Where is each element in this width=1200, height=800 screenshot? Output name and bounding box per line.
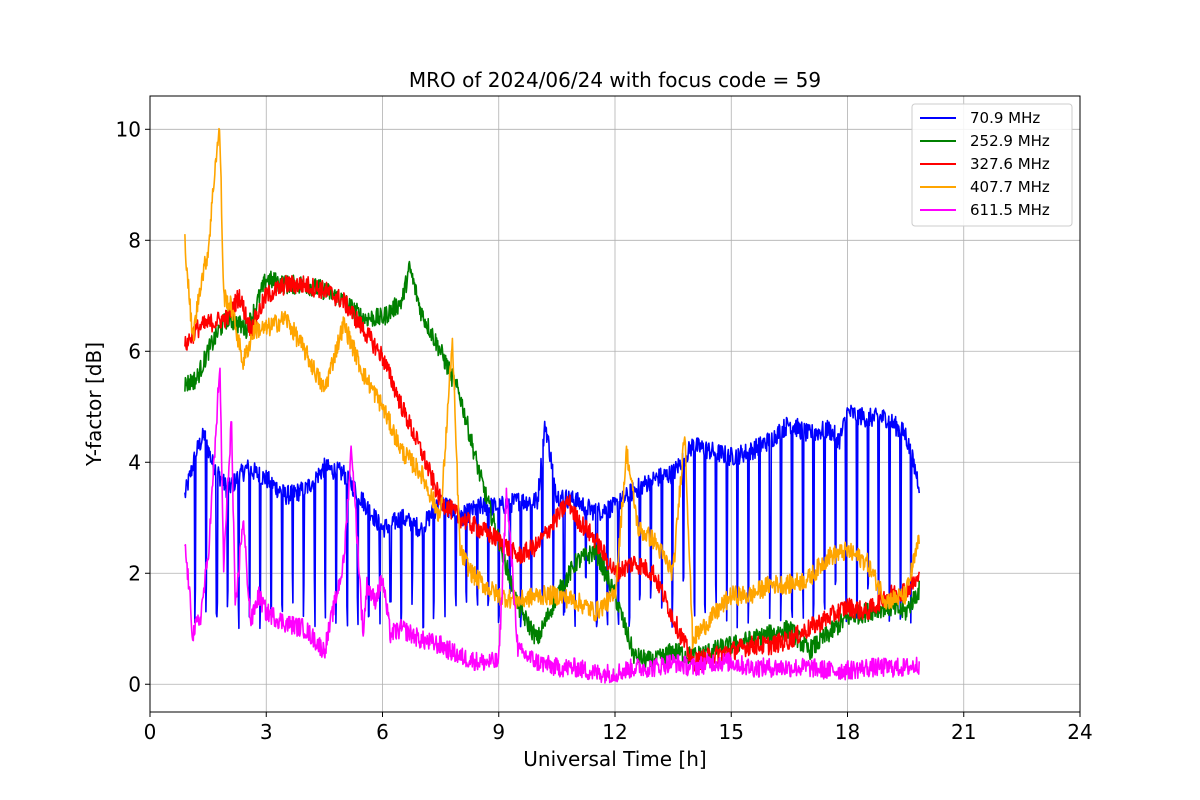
legend-box	[911, 103, 1073, 227]
y-tick-label: 0	[128, 672, 141, 696]
y-tick-label: 10	[116, 117, 141, 141]
legend-label: 407.7 MHz	[970, 178, 1050, 196]
series-line-3	[184, 127, 920, 650]
legend-label: 327.6 MHz	[970, 155, 1050, 173]
x-tick-label: 0	[144, 720, 157, 744]
y-tick-label: 2	[128, 561, 141, 585]
legend: 70.9 MHz 252.9 MHz 327.6 MHz 407.7 MHz 611.5…	[911, 103, 1073, 227]
x-tick-label: 3	[260, 720, 273, 744]
legend-label: 252.9 MHz	[970, 132, 1050, 150]
x-axis-label: Universal Time [h]	[523, 747, 706, 771]
series-line-2	[184, 274, 920, 672]
x-tick-label: 18	[835, 720, 860, 744]
y-tick-label: 8	[128, 228, 141, 252]
x-tick-label: 24	[1067, 720, 1092, 744]
legend-label: 611.5 MHz	[970, 201, 1050, 219]
series-layer	[184, 127, 920, 684]
legend-label: 70.9 MHz	[970, 109, 1040, 127]
series-line-4	[184, 367, 920, 684]
x-tick-label: 9	[492, 720, 505, 744]
y-tick-label: 4	[128, 450, 141, 474]
chart-title: MRO of 2024/06/24 with focus code = 59	[409, 68, 821, 92]
x-tick-label: 21	[951, 720, 976, 744]
series-line-0	[184, 404, 920, 630]
y-tick-label: 6	[128, 339, 141, 363]
x-tick-label: 15	[719, 720, 744, 744]
x-tick-label: 12	[602, 720, 627, 744]
x-tick-label: 6	[376, 720, 389, 744]
y-axis-label: Y-factor [dB]	[82, 342, 106, 467]
